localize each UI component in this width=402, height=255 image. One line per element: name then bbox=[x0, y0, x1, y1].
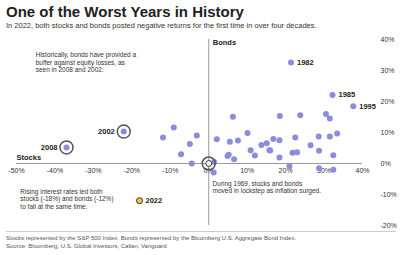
svg-text:20%: 20% bbox=[381, 98, 395, 105]
svg-text:10%: 10% bbox=[240, 167, 254, 174]
svg-text:40%: 40% bbox=[381, 36, 395, 43]
svg-text:Stocks: Stocks bbox=[17, 153, 42, 162]
svg-text:0%: 0% bbox=[381, 160, 391, 167]
svg-text:Historically, bonds have provi: Historically, bonds have provided abuffe… bbox=[36, 51, 137, 73]
html-text:Stocks represented by the S&P: Stocks represented by the S&P 500 Index.… bbox=[6, 235, 297, 241]
svg-text:-10%: -10% bbox=[381, 191, 397, 198]
svg-text:20%: 20% bbox=[278, 166, 293, 174]
svg-text:-20%: -20% bbox=[124, 167, 140, 174]
html-text:One of the Worst Years in Hist: One of the Worst Years in History bbox=[6, 3, 244, 20]
svg-text:Rising interest rates led both: Rising interest rates led bothstocks (-1… bbox=[20, 188, 113, 210]
svg-text:During 1969, stocks and bondsm: During 1969, stocks and bondsmoved in lo… bbox=[213, 180, 322, 195]
svg-text:-40%: -40% bbox=[47, 167, 63, 174]
svg-text:1985: 1985 bbox=[339, 90, 356, 99]
svg-text:1995: 1995 bbox=[359, 102, 376, 111]
svg-text:-30%: -30% bbox=[85, 167, 101, 174]
svg-text:-50%: -50% bbox=[8, 167, 24, 174]
svg-text:0%: 0% bbox=[203, 166, 214, 174]
svg-text:2002: 2002 bbox=[98, 127, 115, 136]
svg-text:-10%: -10% bbox=[162, 167, 178, 174]
svg-text:2022: 2022 bbox=[146, 196, 163, 205]
svg-text:-20%: -20% bbox=[381, 222, 397, 229]
svg-text:Bonds: Bonds bbox=[213, 38, 236, 47]
html-text:In 2022, both stocks and bonds: In 2022, both stocks and bonds posted ne… bbox=[6, 21, 317, 30]
svg-text:30%: 30% bbox=[317, 166, 332, 174]
svg-text:30%: 30% bbox=[381, 67, 395, 74]
svg-text:2008: 2008 bbox=[41, 143, 58, 152]
svg-text:1982: 1982 bbox=[297, 58, 314, 67]
html-text:Source: Bloomberg, U.S. Global: Source: Bloomberg, U.S. Global Investors… bbox=[6, 243, 167, 249]
svg-text:40%: 40% bbox=[355, 167, 369, 174]
svg-text:10%: 10% bbox=[381, 129, 395, 136]
